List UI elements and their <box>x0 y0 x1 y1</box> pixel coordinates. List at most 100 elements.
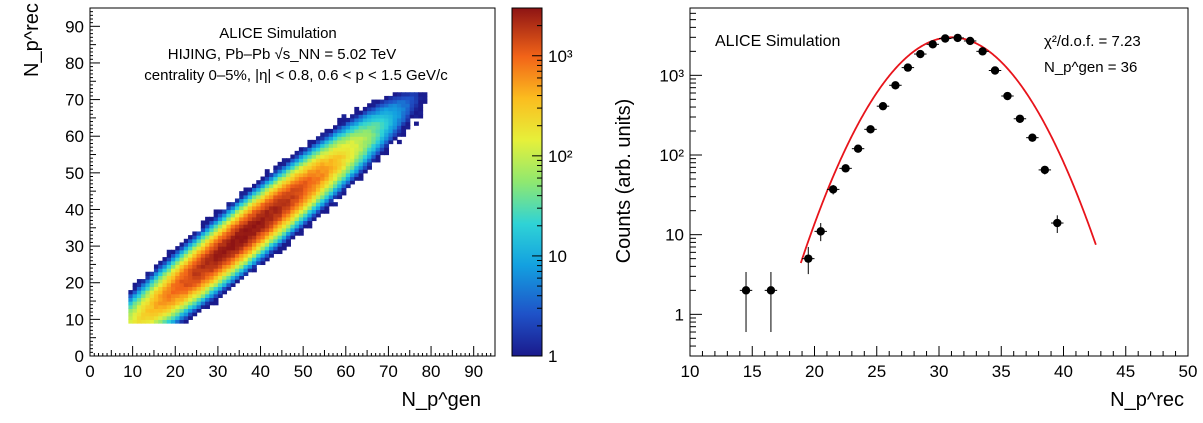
heatmap-cell <box>371 125 377 130</box>
heatmap-cell <box>166 319 172 324</box>
heatmap-cell <box>145 286 151 291</box>
heatmap-cell <box>345 125 351 130</box>
heatmap-cell <box>239 220 245 225</box>
heatmap-cell <box>260 253 266 258</box>
heatmap-cell <box>362 128 368 134</box>
heatmap-cell <box>141 304 147 309</box>
heatmap-cell <box>371 128 377 134</box>
heatmap-cell <box>367 117 372 123</box>
heatmap-cell <box>307 198 313 203</box>
heatmap-cell <box>396 114 402 119</box>
heatmap-annotation-system: HIJING, Pb–Pb √s_NN = 5.02 TeV <box>168 46 396 63</box>
heatmap-cell <box>328 172 334 178</box>
heatmap-cell <box>286 220 291 225</box>
heatmap-cell <box>269 194 274 200</box>
heatmap-cell <box>162 268 168 273</box>
heatmap-cell <box>234 205 240 211</box>
heatmap-cell <box>243 224 249 229</box>
heatmap-cell <box>350 150 355 156</box>
heatmap-cell <box>333 158 338 163</box>
heatmap-cell <box>273 220 279 225</box>
data-point <box>951 33 964 43</box>
heatmap-cell <box>341 161 347 167</box>
heatmap-cell <box>307 150 313 156</box>
heatmap-cell <box>213 271 219 277</box>
heatmap-cell <box>367 165 372 170</box>
heatmap-cell <box>222 264 228 269</box>
heatmap-cell <box>286 158 291 163</box>
heatmap-cell <box>256 187 262 192</box>
heatmap-cell <box>222 271 228 277</box>
heatmap-cell <box>367 158 372 163</box>
heatmap-cell <box>311 147 317 152</box>
heatmap-cell <box>409 114 415 119</box>
heatmap-cell <box>379 110 385 115</box>
spectrum-y-tick-label: 10³ <box>659 66 684 85</box>
heatmap-cell <box>392 128 398 134</box>
heatmap-cell <box>226 231 232 236</box>
heatmap-cell <box>375 106 381 112</box>
heatmap-cell <box>247 224 253 229</box>
spectrum-x-tick-label: 40 <box>1054 362 1073 381</box>
heatmap-cell <box>277 227 283 233</box>
heatmap-cell <box>256 235 262 240</box>
heatmap-cell <box>183 290 189 295</box>
heatmap-cell <box>213 235 219 240</box>
heatmap-cell <box>320 136 326 141</box>
heatmap-cell <box>239 235 245 240</box>
heatmap-cell <box>311 183 317 189</box>
heatmap-cell <box>384 136 390 141</box>
heatmap-cell <box>183 308 189 313</box>
heatmap-cell <box>388 95 394 101</box>
heatmap-cell <box>298 180 304 185</box>
heatmap-cell <box>367 139 372 145</box>
heatmap-cell <box>183 279 189 284</box>
heatmap-cell <box>183 293 189 298</box>
heatmap-cell <box>243 246 249 251</box>
data-point <box>1001 91 1014 101</box>
heatmap-cell <box>179 268 185 273</box>
heatmap-cell <box>200 264 206 269</box>
heatmap-cell <box>315 209 321 214</box>
heatmap-cell <box>269 220 274 225</box>
heatmap-cell <box>341 154 347 159</box>
heatmap-cell <box>264 191 270 196</box>
heatmap-cell <box>375 147 381 152</box>
heatmap-cell <box>273 216 279 222</box>
heatmap-cell <box>260 198 266 203</box>
heatmap-cell <box>234 253 240 258</box>
heatmap-cell <box>324 202 330 207</box>
heatmap-cell <box>230 268 236 273</box>
heatmap-cell <box>269 191 274 196</box>
heatmap-cell <box>171 282 176 287</box>
heatmap-cell <box>256 216 262 222</box>
heatmap-cell <box>337 121 343 126</box>
heatmap-cell <box>320 198 326 203</box>
heatmap-cell <box>200 297 206 302</box>
heatmap-cell <box>132 315 138 320</box>
heatmap-cell <box>171 304 176 309</box>
data-marker <box>1028 133 1037 142</box>
heatmap-cell <box>315 150 321 156</box>
heatmap-cell <box>217 253 223 258</box>
heatmap-cell <box>315 205 321 211</box>
heatmap-cell <box>388 99 394 104</box>
heatmap-cell <box>217 213 223 218</box>
heatmap-cell <box>256 246 262 251</box>
heatmap-cell <box>311 191 317 196</box>
heatmap-cell <box>379 147 385 152</box>
heatmap-panel: 0 10 20 30 40 50 60 70 80 90 0102030405060708090 … <box>21 3 496 411</box>
heatmap-cell <box>401 128 407 134</box>
heatmap-cell <box>315 154 321 159</box>
heatmap-cell <box>183 315 189 320</box>
heatmap-cell <box>260 238 266 244</box>
heatmap-cell <box>388 110 394 115</box>
heatmap-cell <box>158 264 164 269</box>
heatmap-cell <box>239 249 245 255</box>
heatmap-cell <box>341 143 347 148</box>
heatmap-cell <box>350 180 355 185</box>
heatmap-cell <box>183 271 189 277</box>
heatmap-cell <box>392 117 398 123</box>
heatmap-cell <box>260 242 266 247</box>
heatmap-cell <box>226 242 232 247</box>
